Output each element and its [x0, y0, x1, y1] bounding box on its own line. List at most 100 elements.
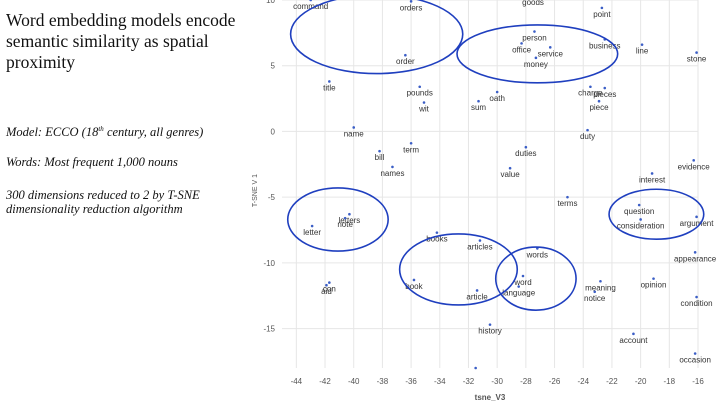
point-label: bill: [375, 153, 385, 162]
x-tick-label: -22: [606, 377, 618, 386]
point-label: title: [323, 83, 336, 92]
data-point: [692, 159, 695, 162]
data-point: [533, 30, 536, 33]
point-label: words: [526, 250, 548, 259]
data-point: [475, 289, 479, 292]
point-label: wit: [418, 105, 430, 114]
point-label: point: [593, 10, 611, 19]
point-label: interest: [639, 175, 666, 184]
data-point: [589, 85, 592, 89]
data-point: [352, 126, 356, 129]
x-tick-label: -20: [635, 377, 647, 386]
point-label: article: [466, 292, 488, 301]
data-point: [632, 332, 635, 336]
point-label: word: [513, 278, 531, 287]
point-label: duty: [580, 132, 595, 141]
cluster-ellipse: [608, 188, 705, 240]
point-label: person: [522, 34, 546, 43]
data-point: [521, 274, 525, 278]
data-point: [586, 128, 589, 132]
point-label: money: [524, 60, 548, 69]
cluster-ellipse: [289, 0, 464, 75]
point-label: sum: [471, 103, 486, 112]
point-label: order: [396, 57, 415, 66]
data-point: [637, 203, 641, 207]
data-point: [599, 279, 602, 283]
point-label: duties: [515, 149, 536, 158]
data-point: [517, 285, 520, 288]
point-label: notice: [584, 294, 606, 303]
dimensions-note: 300 dimensions reduced to 2 by T-SNE dim…: [6, 188, 200, 216]
model-note-superscript: th: [98, 125, 104, 133]
x-tick-label: -40: [348, 377, 360, 386]
point-label: argument: [680, 219, 715, 228]
point-label: letter: [303, 228, 321, 237]
x-tick-label: -34: [434, 377, 446, 386]
data-point: [418, 85, 422, 89]
x-tick-label: -24: [577, 377, 589, 386]
data-point: [478, 239, 482, 242]
x-tick-label: -44: [291, 377, 303, 386]
point-label: books: [426, 235, 447, 244]
point-label: pounds: [407, 89, 433, 98]
data-point: [378, 149, 381, 153]
data-point: [639, 218, 642, 221]
y-tick-label: -10: [263, 259, 275, 268]
tsne-scatter-chart: -44 -42 -40 -38 -36 -34 -32 -30 -28 -26 -24 -22 -20 -…: [252, 0, 717, 402]
point-label: goods: [522, 0, 544, 7]
point-label: occasion: [679, 356, 711, 365]
data-point: [695, 51, 698, 54]
point-label: note: [337, 220, 353, 229]
point-label: letters: [339, 216, 361, 225]
point-label: charge: [578, 89, 603, 98]
point-label: command: [293, 2, 328, 11]
point-label: condition: [681, 299, 713, 308]
data-point: [474, 366, 477, 370]
x-tick-label: -36: [405, 377, 417, 386]
point-label: book: [405, 282, 423, 291]
point-label: opinion: [641, 281, 667, 290]
data-point: [524, 145, 528, 149]
x-tick-label: -38: [377, 377, 389, 386]
point-label: con: [323, 285, 336, 294]
cluster-ellipse: [398, 233, 519, 306]
y-tick-label: -15: [263, 325, 275, 334]
model-note: Model: ECCO (18th century, all genres): [6, 122, 242, 139]
x-tick-label: -18: [664, 377, 676, 386]
point-label: aid: [321, 287, 332, 296]
data-point: [422, 101, 426, 104]
slide-title: Word embedding models encode semantic si…: [6, 10, 236, 72]
data-point: [409, 141, 413, 145]
point-label: piece: [589, 103, 609, 112]
y-tick-label: 10: [266, 0, 275, 5]
cluster-ellipse: [456, 24, 619, 84]
data-point: [508, 166, 512, 170]
data-point: [693, 251, 697, 254]
data-point: [695, 215, 698, 219]
data-point: [391, 165, 394, 169]
data-point: [600, 6, 604, 10]
model-note-label: Model: ECCO (18: [6, 125, 99, 140]
data-point: [593, 290, 597, 294]
point-label: line: [636, 47, 649, 56]
point-label: orders: [400, 3, 423, 12]
point-label: evidence: [678, 162, 711, 171]
data-point: [495, 90, 499, 94]
data-point: [693, 352, 697, 355]
point-label: language: [502, 289, 535, 298]
data-point: [343, 216, 347, 220]
data-point: [310, 224, 314, 228]
data-point: [652, 277, 655, 280]
point-label: oath: [489, 94, 505, 103]
data-point: [412, 278, 416, 282]
data-point: [650, 172, 654, 175]
cluster-ellipse: [494, 246, 577, 311]
x-tick-label: -26: [549, 377, 561, 386]
x-tick-label: -42: [319, 377, 331, 386]
data-point: [325, 283, 328, 287]
point-label: term: [403, 145, 419, 154]
y-axis-label: T-SNE V 1: [252, 174, 259, 207]
data-point: [534, 56, 538, 60]
data-point: [597, 99, 601, 103]
cluster-ellipse: [286, 187, 389, 252]
